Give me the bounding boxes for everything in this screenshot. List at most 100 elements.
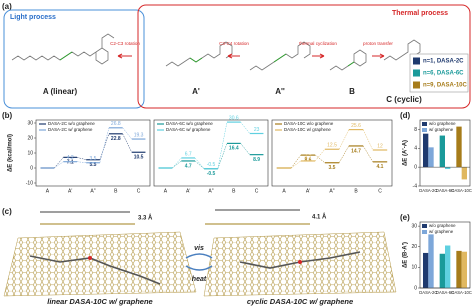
x-tick-label: DASA-2C xyxy=(419,290,437,295)
y-tick-label: -4 xyxy=(413,183,418,189)
data-label: 3.5 xyxy=(329,165,336,171)
connector xyxy=(315,154,325,163)
y-tick-label: 10 xyxy=(411,265,417,271)
connector xyxy=(194,160,205,169)
data-label: 23 xyxy=(254,127,260,133)
y-tick-label: 20 xyxy=(27,135,33,141)
panel-label: (e) xyxy=(400,213,410,222)
x-tick-label: A' xyxy=(306,188,310,194)
x-tick-label: A'' xyxy=(90,188,95,194)
caption: linear DASA-10C w/ graphene xyxy=(47,297,152,306)
x-tick-label: A xyxy=(164,188,168,194)
x-tick-label: A'' xyxy=(208,188,213,194)
bar xyxy=(445,167,451,170)
step-label: C3-C4 rotation xyxy=(219,41,249,46)
gap-label: 4.1 Å xyxy=(312,214,327,221)
legend-label: w/o graphene xyxy=(429,121,456,126)
legend-label: DASA-6C w/o graphene xyxy=(166,121,213,126)
bar xyxy=(423,133,429,168)
data-label: -0.5 xyxy=(207,171,216,177)
data-label: 5.5 xyxy=(90,162,97,168)
molecules xyxy=(11,33,421,71)
legend: n=1, DASA-2C n=6, DASA-6C n=9, DASA-10C xyxy=(413,57,468,89)
data-label: 4.1 xyxy=(377,164,384,170)
x-tick-label: C xyxy=(255,188,259,194)
connector xyxy=(240,121,250,134)
connector xyxy=(172,157,182,169)
caption: cyclic DASA-10C w/ graphene xyxy=(247,297,353,306)
x-tick-label: A' xyxy=(68,188,72,194)
data-label: 16.4 xyxy=(229,146,239,152)
connector xyxy=(362,145,374,162)
light-process: Light process xyxy=(10,14,56,21)
connector xyxy=(240,143,250,155)
y-tick-label: 30 xyxy=(411,223,417,229)
data-label: 7.1 xyxy=(67,160,74,166)
atom xyxy=(88,256,92,260)
legend-label: n=1, DASA-2C xyxy=(423,59,464,65)
x-tick-label: B xyxy=(232,188,236,194)
legend-swatch xyxy=(422,224,427,228)
y-tick-label: 4 xyxy=(414,146,417,152)
connector xyxy=(122,133,132,153)
light-box xyxy=(3,9,145,109)
data-label: 26.8 xyxy=(111,121,121,127)
y-axis-label: ΔE (B-A') xyxy=(403,242,409,268)
arrow-label: heat xyxy=(192,276,207,283)
connector xyxy=(54,157,64,169)
step-label: proton transfer xyxy=(363,41,393,46)
data-label: 8.9 xyxy=(253,157,260,163)
connector xyxy=(54,161,64,169)
x-tick-label: B xyxy=(114,188,118,194)
connector xyxy=(217,143,228,169)
x-tick-label: C xyxy=(378,188,382,194)
legend-swatch xyxy=(413,57,420,65)
data-label: 22.8 xyxy=(111,136,121,142)
y-tick-label: 8 xyxy=(414,127,417,133)
y-tick-label: 30 xyxy=(27,120,33,126)
y-tick-label: -10 xyxy=(26,180,33,186)
atom xyxy=(298,260,302,264)
data-label: 4.7 xyxy=(305,154,312,160)
bar xyxy=(428,147,434,168)
legend-swatch xyxy=(413,69,420,77)
molecule xyxy=(29,255,161,285)
step-label: C2-C3 rotation xyxy=(110,41,140,46)
bar xyxy=(461,251,467,288)
data-label: -0.5 xyxy=(207,162,216,168)
legend-label: n=9, DASA-10C xyxy=(423,83,468,89)
connector xyxy=(217,122,228,169)
connector xyxy=(338,129,350,150)
data-label: 12.5 xyxy=(327,143,337,149)
connector xyxy=(362,129,374,151)
plot-frame xyxy=(271,119,393,187)
x-tick-label: DASA-2C xyxy=(419,188,437,193)
step-label: thermal cyclization xyxy=(299,41,337,46)
x-tick-label: A' xyxy=(186,188,190,194)
x-tick-label: A xyxy=(282,188,286,194)
state-label: B xyxy=(349,87,355,96)
arrow xyxy=(185,253,213,259)
y-axis-label: ΔE (kcal/mol) xyxy=(8,134,14,172)
connector xyxy=(77,161,87,163)
x-tick-label: A'' xyxy=(329,188,334,194)
legend-swatch xyxy=(422,122,427,126)
x-tick-label: DASA-10C xyxy=(451,188,471,193)
y-tick-label: 0 xyxy=(414,285,417,291)
connector xyxy=(99,133,110,160)
thermal-box xyxy=(137,4,471,109)
bar xyxy=(461,167,467,180)
connector xyxy=(291,160,301,169)
connector xyxy=(194,157,205,169)
legend-swatch xyxy=(422,230,427,234)
x-tick-label: B xyxy=(354,188,358,194)
legend-label: DASA-10C w/ graphene xyxy=(284,127,331,132)
x-tick-label: DASA-10C xyxy=(451,290,471,295)
data-label: 4.2 xyxy=(67,155,74,161)
arrow xyxy=(185,265,213,271)
legend-swatch xyxy=(413,81,420,89)
state-label: A'' xyxy=(275,87,285,96)
connector xyxy=(315,149,325,162)
arrows xyxy=(117,53,385,59)
